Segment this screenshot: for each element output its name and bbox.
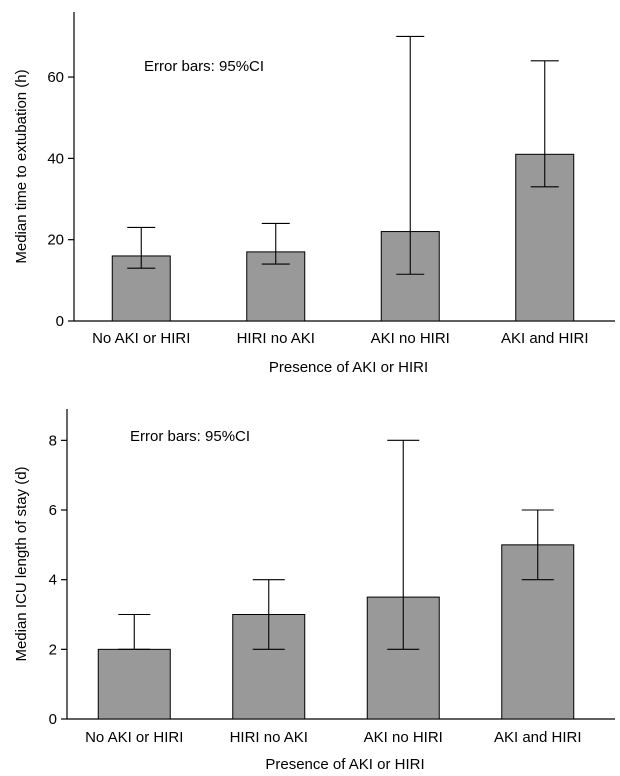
y-axis-title: Median ICU length of stay (d) bbox=[13, 466, 30, 661]
y-tick-label: 6 bbox=[49, 502, 57, 519]
error-bars-annotation: Error bars: 95%CI bbox=[130, 428, 250, 445]
x-category-label: AKI and HIRI bbox=[494, 729, 582, 746]
x-category-label: HIRI no AKI bbox=[237, 330, 315, 347]
bar bbox=[97, 648, 171, 720]
y-tick-label: 0 bbox=[56, 313, 64, 330]
x-axis-title: Presence of AKI or HIRI bbox=[265, 756, 424, 773]
y-tick-label: 2 bbox=[49, 641, 57, 658]
x-category-label: No AKI or HIRI bbox=[92, 330, 190, 347]
y-tick-label: 8 bbox=[49, 432, 57, 449]
x-category-label: AKI no HIRI bbox=[364, 729, 443, 746]
y-tick-label: 0 bbox=[49, 711, 57, 728]
y-tick-label: 20 bbox=[47, 232, 64, 249]
error-bars-annotation: Error bars: 95%CI bbox=[144, 58, 264, 75]
x-category-label: AKI no HIRI bbox=[371, 330, 450, 347]
chart-extubation-time: 0 20 40 60 No AKI or HIRI HIRI no AKI AKI no H… bbox=[13, 12, 615, 376]
x-category-label: HIRI no AKI bbox=[230, 729, 308, 746]
y-tick-label: 4 bbox=[49, 572, 57, 589]
y-tick-label: 60 bbox=[47, 69, 64, 86]
y-axis-title: Median time to extubation (h) bbox=[13, 69, 30, 263]
x-category-label: AKI and HIRI bbox=[501, 330, 589, 347]
x-axis-title: Presence of AKI or HIRI bbox=[269, 359, 428, 376]
x-category-label: No AKI or HIRI bbox=[85, 729, 183, 746]
chart-icu-stay: 0 2 4 6 8 No AKI or HIRI HIRI no AKI AKI no HIR… bbox=[13, 409, 615, 773]
y-tick-label: 40 bbox=[47, 150, 64, 167]
